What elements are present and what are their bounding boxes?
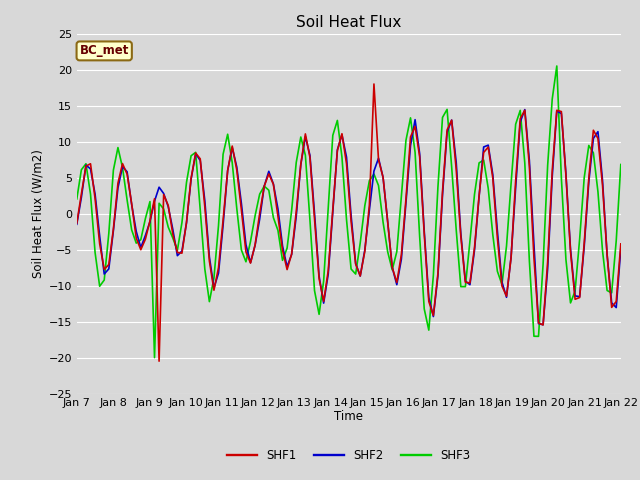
- Legend: SHF1, SHF2, SHF3: SHF1, SHF2, SHF3: [223, 444, 475, 467]
- X-axis label: Time: Time: [334, 410, 364, 423]
- Text: BC_met: BC_met: [79, 44, 129, 58]
- Y-axis label: Soil Heat Flux (W/m2): Soil Heat Flux (W/m2): [31, 149, 44, 278]
- Title: Soil Heat Flux: Soil Heat Flux: [296, 15, 401, 30]
